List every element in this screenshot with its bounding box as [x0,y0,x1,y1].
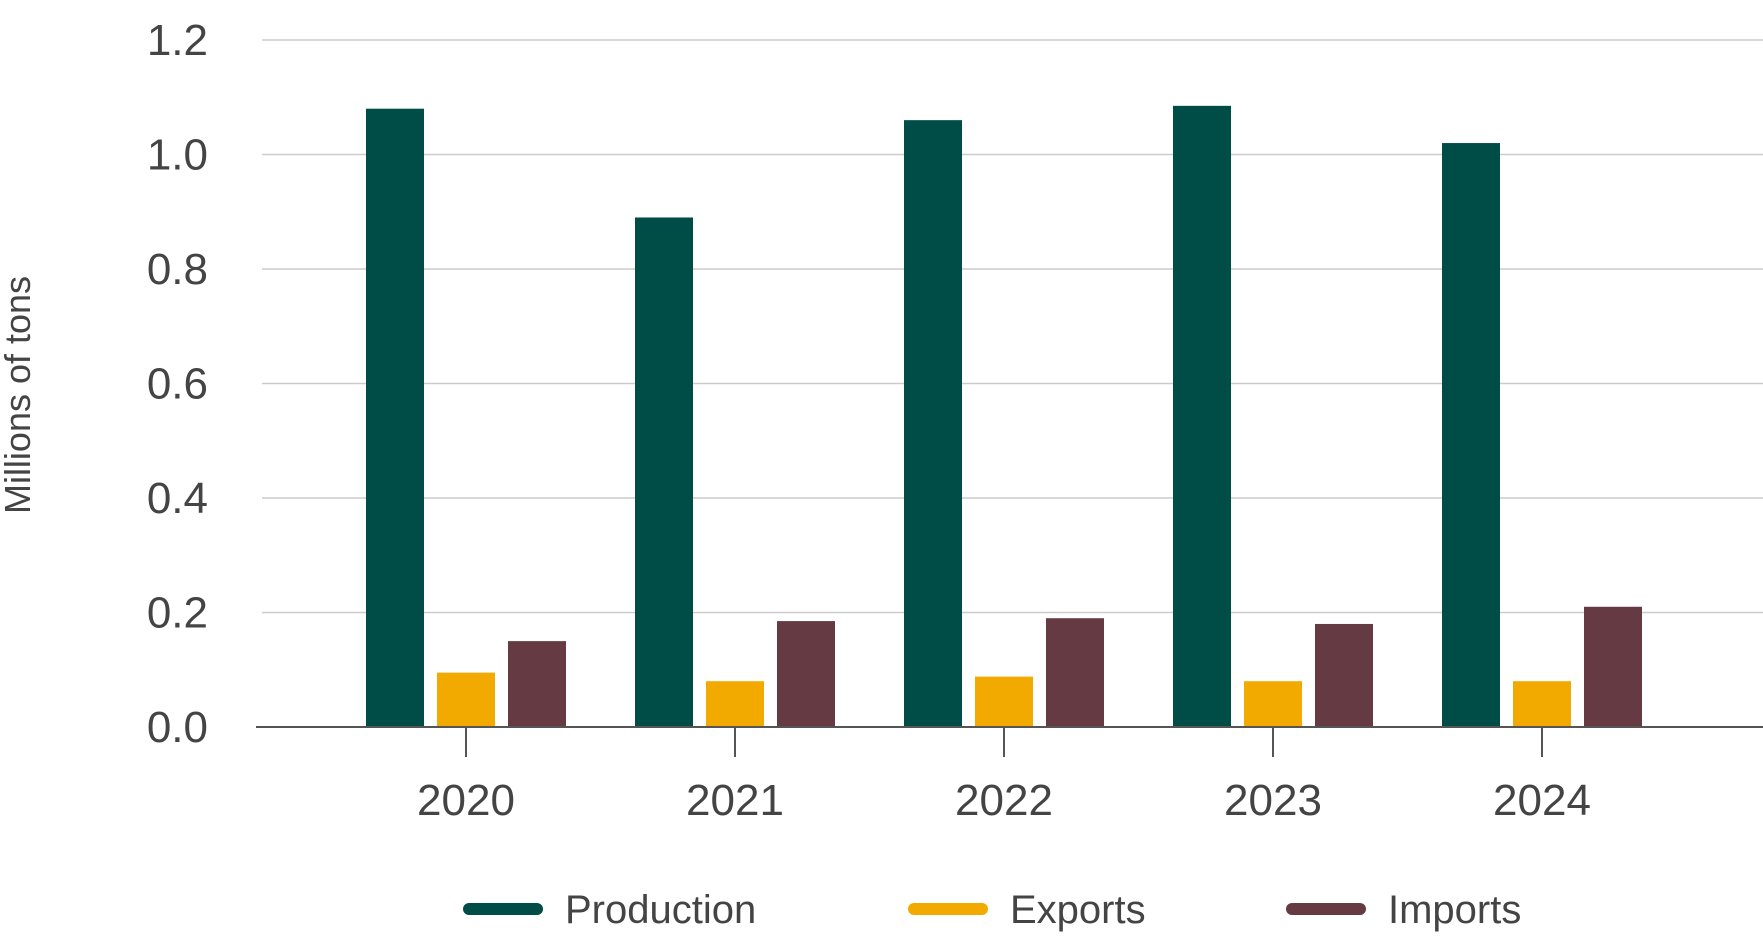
x-axis-ticks: 2020 2021 2022 2023 2024 [417,727,1591,825]
x-tick-label: 2024 [1493,776,1591,825]
y-axis-tick-labels: 0.0 0.2 0.4 0.6 0.8 1.0 1.2 [147,16,208,752]
bar-imports-2022 [1046,618,1104,727]
bar-production-2024 [1442,143,1500,728]
legend-label: Imports [1388,888,1521,932]
y-tick-label: 1.2 [147,16,208,65]
bar-exports-2023 [1244,681,1302,727]
bar-production-2020 [366,108,424,727]
y-tick-label: 0.0 [147,703,208,752]
bar-exports-2022 [975,676,1033,727]
y-tick-label: 0.4 [147,474,208,523]
bar-production-2021 [635,217,693,727]
legend-item-exports: Exports [908,888,1146,932]
bar-production-2023 [1173,105,1231,727]
bar-exports-2020 [437,672,495,727]
legend-label: Production [565,888,756,932]
y-tick-label: 1.0 [147,131,208,180]
x-tick-label: 2021 [686,776,784,825]
bar-imports-2021 [777,621,835,727]
legend-item-imports: Imports [1286,888,1521,932]
bar-imports-2024 [1584,606,1642,727]
legend-item-production: Production [463,888,756,932]
bar-exports-2024 [1513,681,1571,727]
bar-imports-2023 [1315,623,1373,727]
bars [366,105,1642,728]
y-tick-label: 0.6 [147,360,208,409]
bar-exports-2021 [706,681,764,727]
x-tick-label: 2020 [417,776,515,825]
legend-label: Exports [1010,888,1146,932]
x-tick-label: 2022 [955,776,1053,825]
y-tick-label: 0.2 [147,589,208,638]
y-tick-label: 0.8 [147,245,208,294]
bar-production-2022 [904,120,962,727]
y-axis-title: Millions of tons [0,276,38,514]
gridlines [262,39,1763,614]
legend: Production Exports Imports [463,888,1521,932]
bar-imports-2020 [508,641,566,727]
x-tick-label: 2023 [1224,776,1322,825]
